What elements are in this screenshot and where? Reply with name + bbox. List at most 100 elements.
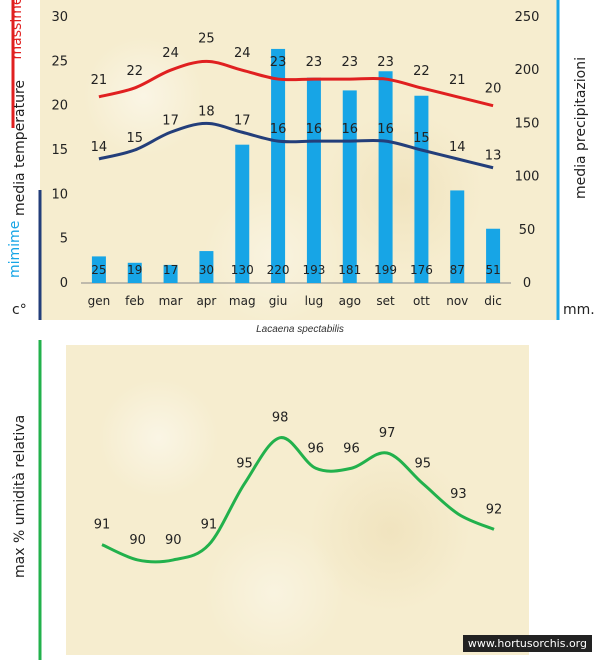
precipitation-bar	[127, 262, 142, 283]
precipitation-bar	[163, 264, 178, 283]
precipitation-data-label: 19	[127, 263, 142, 277]
minime-data-label: 16	[270, 122, 287, 137]
y-right-tick-label: 100	[515, 170, 540, 185]
massime-data-label: 21	[91, 73, 108, 88]
humidity-data-label: 97	[379, 426, 396, 441]
massime-data-label: 23	[341, 55, 358, 70]
precipitation-data-label: 181	[338, 263, 361, 277]
massime-data-label: 25	[198, 31, 215, 46]
massime-data-label: 23	[270, 55, 287, 70]
precipitation-bar	[91, 256, 106, 283]
temperature-line	[98, 121, 494, 170]
chart-title: Lacaena spectabilis	[256, 324, 344, 335]
massime-data-label: 23	[377, 55, 394, 70]
humidity-chart-panel	[66, 345, 529, 655]
x-tick-label: mar	[159, 294, 183, 308]
precipitation-bar	[486, 228, 501, 283]
y-right-tick-label: 0	[523, 276, 531, 291]
precipitation-bar	[199, 251, 214, 283]
precipitation-bar	[378, 71, 393, 283]
precipitation-data-label: 130	[231, 263, 254, 277]
precipitation-data-label: 199	[374, 263, 397, 277]
humidity-data-label: 96	[308, 441, 325, 456]
massime-data-label: 22	[413, 64, 430, 79]
minime-data-label: 16	[377, 122, 394, 137]
precipitation-data-label: 193	[302, 263, 325, 277]
precipitation-data-label: 87	[450, 263, 465, 277]
minime-data-label: 14	[449, 140, 466, 155]
humidity-data-label: 91	[94, 518, 111, 533]
ylabel-unit-celsius: c°	[12, 302, 27, 318]
temperature-precipitation-chart: 0 5 10 15 20 25 30 0 50 100 150 200 250 gen feb mar apr m…	[51, 10, 539, 308]
y-right-tick-label: 150	[515, 116, 540, 131]
y-right-tick-label: 50	[519, 223, 536, 238]
massime-data-label: 23	[306, 55, 323, 70]
x-tick-label: mag	[229, 294, 256, 308]
massime-data-label: 21	[449, 73, 466, 88]
precipitation-bar	[271, 48, 286, 283]
x-tick-label: dic	[484, 294, 502, 308]
minime-data-label: 13	[485, 149, 502, 164]
precipitation-data-label: 25	[91, 263, 106, 277]
humidity-data-label: 93	[450, 487, 467, 502]
y-left-tick-label: 0	[60, 276, 68, 291]
massime-data-label: 24	[162, 46, 179, 61]
precipitation-data-label: 51	[485, 263, 500, 277]
minime-data-label: 14	[91, 140, 108, 155]
minime-data-label: 16	[341, 122, 358, 137]
humidity-data-label: 98	[272, 411, 289, 426]
ylabel-minime: mimime	[7, 220, 23, 278]
massime-data-label: 22	[126, 64, 143, 79]
precipitation-bar	[450, 190, 465, 283]
y-left-tick-label: 15	[51, 143, 68, 158]
x-tick-label: ott	[413, 294, 430, 308]
humidity-data-label: 90	[165, 533, 182, 548]
y-left-tick-label: 25	[51, 54, 68, 69]
precipitation-bar	[235, 144, 250, 283]
humidity-data-label: 91	[201, 518, 218, 533]
precipitation-data-label: 17	[163, 263, 178, 277]
massime-data-label: 20	[485, 82, 502, 97]
humidity-data-label: 90	[129, 533, 146, 548]
y-right-tick-label: 250	[515, 10, 540, 25]
precipitation-data-label: 176	[410, 263, 433, 277]
x-tick-label: giu	[269, 294, 288, 308]
y-right-tick-label: 200	[515, 63, 540, 78]
precipitation-data-label: 220	[267, 263, 290, 277]
ylabel-unit-mm: mm.	[563, 302, 595, 318]
humidity-data-label: 92	[486, 502, 503, 517]
minime-data-label: 17	[162, 113, 179, 128]
x-tick-label: nov	[446, 294, 468, 308]
minime-data-label: 17	[234, 113, 251, 128]
minime-data-label: 15	[126, 131, 143, 146]
y-left-tick-label: 30	[51, 10, 68, 25]
ylabel-humidity: max % umidità relativa	[12, 414, 28, 578]
precipitation-bar	[306, 77, 321, 283]
massime-data-label: 24	[234, 46, 251, 61]
temperature-line	[98, 59, 494, 108]
ylabel-media-temperature: media temperature	[12, 79, 28, 217]
ylabel-massime: massime	[9, 0, 25, 60]
humidity-line	[101, 436, 495, 564]
x-tick-label: gen	[88, 294, 111, 308]
y-left-tick-label: 20	[51, 99, 68, 114]
precipitation-bar	[342, 90, 357, 283]
minime-data-label: 18	[198, 104, 215, 119]
x-tick-label: lug	[305, 294, 324, 308]
x-tick-label: ago	[339, 294, 361, 308]
watermark: www.hortusorchis.org	[462, 635, 592, 652]
humidity-data-label: 95	[236, 457, 253, 472]
ylabel-precipitazioni: media precipitazioni	[573, 57, 589, 200]
x-tick-label: apr	[196, 294, 216, 308]
y-left-tick-label: 10	[51, 187, 68, 202]
minime-data-label: 16	[306, 122, 323, 137]
x-tick-label: feb	[125, 294, 144, 308]
minime-data-label: 15	[413, 131, 430, 146]
humidity-data-label: 96	[343, 441, 360, 456]
y-left-tick-label: 5	[60, 232, 68, 247]
climate-chart-panel	[40, 0, 558, 320]
x-tick-label: set	[376, 294, 395, 308]
humidity-chart: 91 90 90 91 95 98 96 96 97 95 93 92	[94, 411, 503, 564]
precipitation-bar	[414, 95, 429, 284]
